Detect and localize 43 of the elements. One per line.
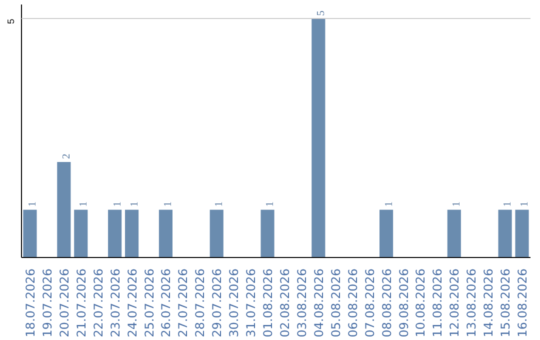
x-tick-label: 31.07.2026 [244, 268, 258, 338]
x-tick-label: 30.07.2026 [227, 268, 242, 338]
x-tick-label: 23.07.2026 [108, 268, 122, 338]
x-tick-label: 05.08.2026 [328, 268, 343, 338]
x-tick-label: 10.08.2026 [414, 268, 428, 338]
data-label: 2 [61, 154, 72, 160]
x-tick-label: 07.08.2026 [362, 268, 377, 338]
x-tick-label: 28.07.2026 [193, 268, 208, 338]
x-tick-label: 22.07.2026 [91, 268, 106, 338]
data-label: 1 [214, 201, 226, 207]
x-tick-label: 11.08.2026 [430, 268, 445, 338]
x-tick-label: 25.07.2026 [142, 268, 156, 338]
data-label: 1 [163, 201, 174, 207]
x-tick-label: 19.07.2026 [40, 268, 54, 338]
x-tick-label: 03.08.2026 [294, 268, 309, 338]
x-tick-label: 20.07.2026 [57, 268, 72, 338]
x-tick-label: 01.08.2026 [261, 268, 276, 338]
x-tick-label: 24.07.2026 [125, 268, 140, 338]
x-tick-label: 09.08.2026 [396, 268, 411, 338]
data-label: 1 [129, 201, 140, 207]
x-tick-label: 26.07.2026 [159, 268, 174, 338]
data-label: 1 [384, 201, 395, 207]
data-label: 5 [316, 10, 327, 16]
data-label: 1 [28, 201, 39, 207]
x-tick-label: 08.08.2026 [380, 268, 394, 338]
x-tick-label: 16.08.2026 [516, 268, 530, 338]
x-tick-label: 13.08.2026 [464, 268, 479, 338]
x-tick-label: 04.08.2026 [312, 268, 326, 338]
data-label: 1 [520, 201, 531, 207]
x-tick-label: 15.08.2026 [498, 268, 513, 338]
x-tick-label: 12.08.2026 [448, 268, 462, 338]
data-label: 1 [112, 201, 124, 207]
data-label: 1 [502, 201, 514, 207]
data-label: 1 [452, 201, 463, 207]
data-label: 1 [265, 201, 276, 207]
x-tick-label: 27.07.2026 [176, 268, 190, 338]
data-label: 1 [78, 201, 90, 207]
x-tick-label: 21.07.2026 [74, 268, 88, 338]
x-tick-label: 06.08.2026 [346, 268, 360, 338]
x-tick-label: 18.07.2026 [23, 268, 38, 338]
x-tick-label: 29.07.2026 [210, 268, 224, 338]
x-tick-label: 14.08.2026 [482, 268, 496, 338]
x-tick-label: 02.08.2026 [278, 268, 292, 338]
